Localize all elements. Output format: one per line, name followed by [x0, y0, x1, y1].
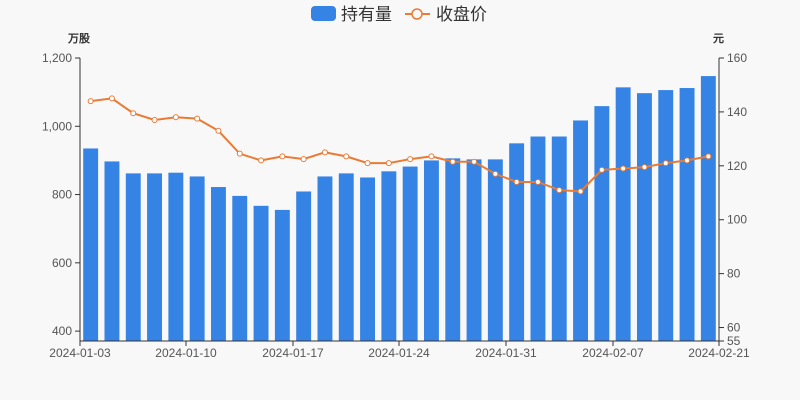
right-tick-label: 160 [727, 51, 747, 65]
price-point[interactable] [386, 161, 391, 166]
bar[interactable] [658, 90, 673, 341]
price-point[interactable] [450, 159, 455, 164]
bar[interactable] [701, 76, 716, 341]
right-tick-label: 140 [727, 105, 747, 119]
bar[interactable] [381, 171, 396, 341]
price-point[interactable] [195, 116, 200, 121]
price-point[interactable] [493, 171, 498, 176]
bar[interactable] [232, 196, 247, 341]
price-point[interactable] [280, 154, 285, 159]
price-point[interactable] [301, 157, 306, 162]
legend[interactable]: 持有量 收盘价 [311, 5, 487, 24]
right-axis-unit: 元 [713, 32, 724, 45]
price-point[interactable] [535, 179, 540, 184]
left-tick-label: 800 [52, 188, 72, 202]
price-point[interactable] [259, 158, 264, 163]
right-tick-label: 60 [727, 321, 741, 335]
x-tick-label: 2024-01-24 [368, 346, 430, 360]
bar[interactable] [509, 143, 524, 341]
bar[interactable] [168, 173, 183, 341]
price-point[interactable] [173, 115, 178, 120]
price-point[interactable] [109, 96, 114, 101]
right-tick-label: 120 [727, 159, 747, 173]
price-point[interactable] [599, 167, 604, 172]
bar[interactable] [637, 93, 652, 341]
price-point[interactable] [408, 157, 413, 162]
x-tick-label: 2024-01-17 [262, 346, 324, 360]
bar[interactable] [467, 159, 482, 341]
bar[interactable] [211, 187, 226, 341]
price-point[interactable] [131, 111, 136, 116]
bar[interactable] [254, 206, 269, 341]
bar[interactable] [488, 159, 503, 341]
bar[interactable] [296, 191, 311, 341]
bar[interactable] [530, 137, 545, 341]
price-point[interactable] [322, 150, 327, 155]
bar[interactable] [83, 148, 98, 341]
bar[interactable] [126, 173, 141, 341]
bar[interactable] [616, 87, 631, 341]
legend-bar-swatch[interactable] [311, 6, 336, 21]
price-point[interactable] [685, 158, 690, 163]
price-point[interactable] [216, 128, 221, 133]
price-point[interactable] [557, 188, 562, 193]
price-point[interactable] [621, 166, 626, 171]
left-tick-label: 1,000 [42, 119, 72, 133]
price-point[interactable] [88, 99, 93, 104]
x-tick-label: 2024-01-31 [475, 346, 537, 360]
bar[interactable] [680, 88, 695, 341]
price-point[interactable] [152, 117, 157, 122]
bar[interactable] [275, 210, 290, 341]
x-tick-label: 2024-01-10 [155, 346, 217, 360]
left-tick-label: 400 [52, 324, 72, 338]
price-point[interactable] [365, 161, 370, 166]
price-point[interactable] [237, 151, 242, 156]
bar[interactable] [104, 161, 119, 341]
price-point[interactable] [429, 154, 434, 159]
x-tick-label: 2024-02-07 [582, 346, 644, 360]
chart-canvas: 持有量 收盘价 万股 元 1,200 1,000 800 600 400 160 140 12… [0, 0, 800, 400]
bar[interactable] [147, 173, 162, 341]
legend-line-label[interactable]: 收盘价 [436, 5, 487, 24]
x-tick-label: 2024-01-03 [49, 346, 111, 360]
x-tick-label: 2024-02-21 [688, 346, 750, 360]
bar[interactable] [339, 173, 354, 341]
price-point[interactable] [344, 154, 349, 159]
bar[interactable] [552, 137, 567, 341]
right-tick-label: 100 [727, 213, 747, 227]
bar[interactable] [403, 167, 418, 341]
bar[interactable] [424, 160, 439, 341]
right-tick-label: 80 [727, 267, 741, 281]
price-point[interactable] [472, 159, 477, 164]
bar[interactable] [317, 176, 332, 341]
left-axis-unit: 万股 [67, 32, 91, 45]
legend-bar-label[interactable]: 持有量 [341, 5, 392, 24]
price-point[interactable] [514, 179, 519, 184]
bar[interactable] [190, 176, 205, 341]
price-point[interactable] [642, 165, 647, 170]
left-tick-label: 600 [52, 256, 72, 270]
bar[interactable] [445, 158, 460, 341]
bar[interactable] [573, 120, 588, 341]
bar[interactable] [360, 177, 375, 341]
left-tick-label: 1,200 [42, 51, 72, 65]
legend-line-marker-icon [412, 9, 422, 19]
price-point[interactable] [663, 161, 668, 166]
price-point[interactable] [578, 189, 583, 194]
price-point[interactable] [706, 154, 711, 159]
bar[interactable] [594, 106, 609, 341]
